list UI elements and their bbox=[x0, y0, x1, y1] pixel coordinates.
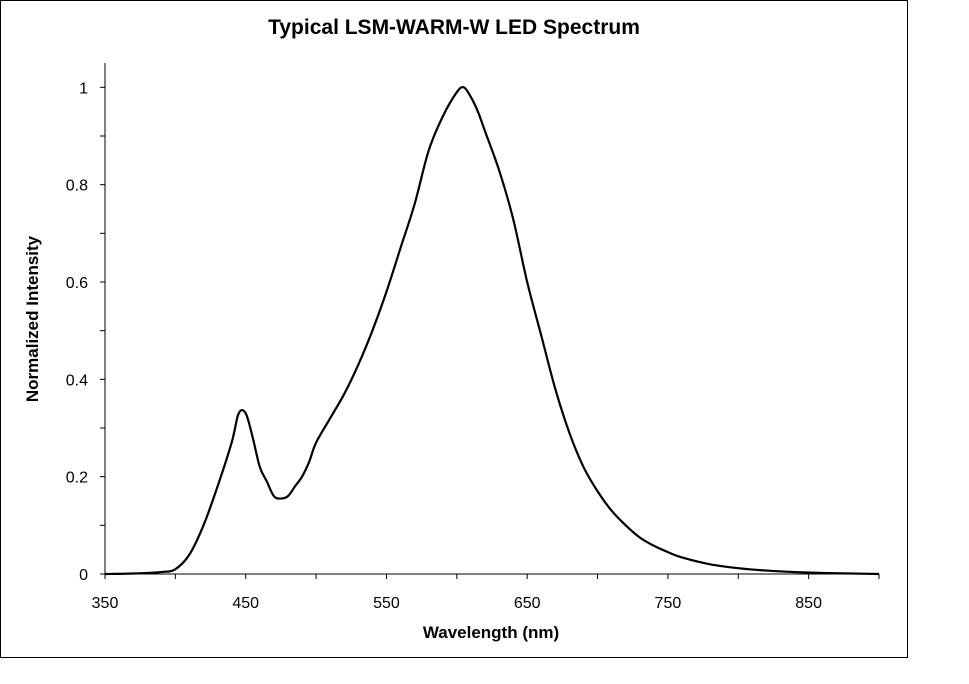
y-tick-label: 0 bbox=[79, 567, 88, 584]
x-tick-label: 850 bbox=[795, 595, 822, 612]
x-tick-label: 750 bbox=[655, 595, 682, 612]
x-tick-label: 450 bbox=[232, 595, 259, 612]
x-axis-title: Wavelength (nm) bbox=[423, 623, 559, 642]
x-tick-label: 650 bbox=[514, 595, 541, 612]
chart-frame: Typical LSM-WARM-W LED Spectrum Waveleng… bbox=[0, 0, 908, 658]
y-ticks: 0 0.2 0.4 0.6 0.8 1 bbox=[66, 80, 105, 584]
y-tick-label: 1 bbox=[79, 80, 88, 97]
axes bbox=[104, 63, 879, 575]
x-ticks: 350 450 550 650 750 850 bbox=[92, 574, 880, 612]
x-tick-label: 350 bbox=[92, 595, 119, 612]
x-tick-label: 550 bbox=[373, 595, 400, 612]
series-layer bbox=[104, 85, 880, 576]
y-tick-label: 0.2 bbox=[66, 470, 88, 487]
spectrum-series-line bbox=[104, 85, 880, 576]
chart-svg: Typical LSM-WARM-W LED Spectrum Waveleng… bbox=[23, 16, 880, 642]
y-axis-title: Normalized Intensity bbox=[23, 235, 42, 402]
y-tick-label: 0.4 bbox=[66, 372, 88, 389]
chart-title: Typical LSM-WARM-W LED Spectrum bbox=[268, 16, 640, 39]
y-tick-label: 0.6 bbox=[66, 275, 88, 292]
y-tick-label: 0.8 bbox=[66, 178, 88, 195]
